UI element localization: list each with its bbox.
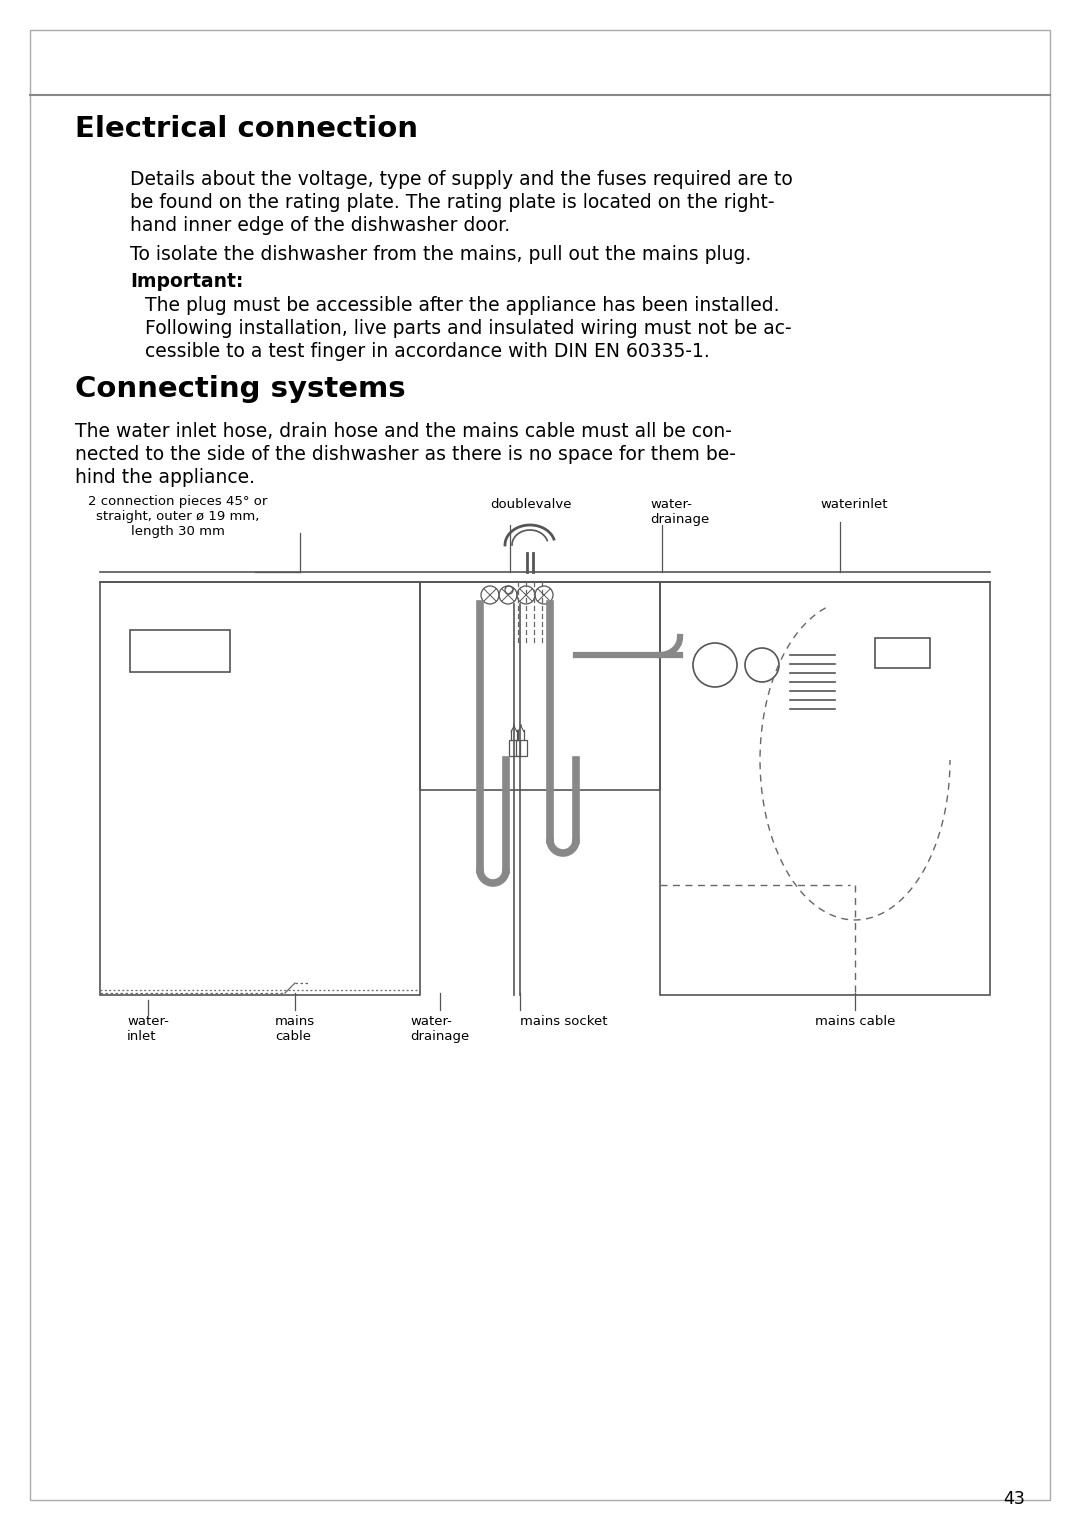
Text: cessible to a test finger in accordance with DIN EN 60335-1.: cessible to a test finger in accordance … (145, 343, 710, 361)
Text: 2 connection pieces 45° or
straight, outer ø 19 mm,
length 30 mm: 2 connection pieces 45° or straight, out… (87, 496, 268, 539)
Text: The plug must be accessible after the appliance has been installed.: The plug must be accessible after the ap… (145, 295, 780, 315)
Text: Important:: Important: (130, 272, 243, 291)
Text: hand inner edge of the dishwasher door.: hand inner edge of the dishwasher door. (130, 216, 510, 236)
Text: mains
cable: mains cable (275, 1014, 315, 1043)
Text: waterinlet: waterinlet (820, 497, 888, 511)
Text: Connecting systems: Connecting systems (75, 375, 406, 402)
Text: Following installation, live parts and insulated wiring must not be ac-: Following installation, live parts and i… (145, 318, 792, 338)
Bar (516, 741, 527, 756)
Bar (660, 581, 990, 994)
Bar (100, 581, 420, 994)
Text: water-
drainage: water- drainage (650, 497, 710, 526)
Text: Details about the voltage, type of supply and the fuses required are to: Details about the voltage, type of suppl… (130, 170, 793, 190)
Text: hind the appliance.: hind the appliance. (75, 468, 255, 487)
Text: doublevalve: doublevalve (490, 497, 571, 511)
Bar (875, 638, 930, 669)
Text: water-
inlet: water- inlet (127, 1014, 168, 1043)
Text: The water inlet hose, drain hose and the mains cable must all be con-: The water inlet hose, drain hose and the… (75, 422, 732, 441)
Text: 43: 43 (1003, 1490, 1025, 1509)
Text: mains cable: mains cable (814, 1014, 895, 1028)
Text: To isolate the dishwasher from the mains, pull out the mains plug.: To isolate the dishwasher from the mains… (130, 245, 752, 265)
Text: nected to the side of the dishwasher as there is no space for them be-: nected to the side of the dishwasher as … (75, 445, 735, 464)
Bar (509, 741, 519, 756)
Bar (130, 630, 230, 672)
Text: Electrical connection: Electrical connection (75, 115, 418, 142)
Bar (420, 581, 660, 789)
Text: water-
drainage: water- drainage (410, 1014, 470, 1043)
Text: mains socket: mains socket (519, 1014, 607, 1028)
Text: be found on the rating plate. The rating plate is located on the right-: be found on the rating plate. The rating… (130, 193, 774, 213)
